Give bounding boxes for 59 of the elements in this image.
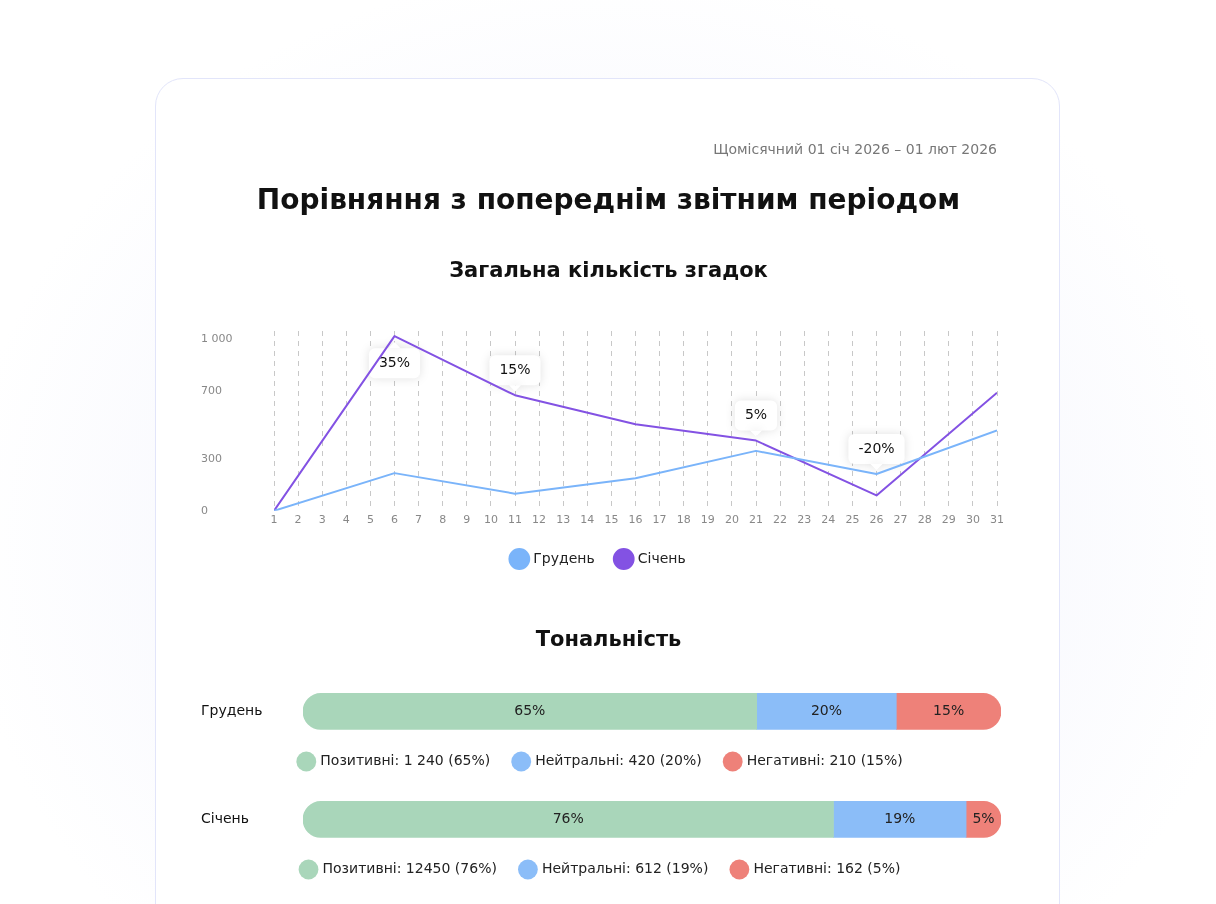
data-label: 19%: [884, 810, 916, 827]
x-tick-label: 12: [532, 513, 547, 527]
x-tick-label: 5: [366, 513, 374, 527]
data-label: 76%: [552, 810, 584, 827]
annotation: 35%: [378, 353, 411, 370]
x-tick-label: 8: [439, 513, 447, 527]
x-tick-label: 4: [342, 513, 350, 527]
x-tick-label: 24: [821, 513, 836, 527]
text: Щомісячний 01 січ 2026 – 01 лют 2026: [713, 141, 997, 157]
annotation: -20%: [858, 439, 895, 456]
data-label: 15%: [933, 702, 965, 719]
legend-label: Негативні: 210 (15%): [746, 752, 903, 769]
legend-label: Нейтральні: 612 (19%): [541, 860, 709, 877]
x-tick-label: 15: [604, 513, 619, 527]
data-label: 65%: [514, 702, 546, 719]
x-tick-label: 6: [391, 513, 398, 527]
text: Порівняння з попереднім звітним періодом: [255, 183, 962, 216]
x-tick-label: 1: [270, 513, 278, 527]
x-tick-label: 14: [580, 513, 595, 527]
x-tick-label: 7: [415, 513, 423, 527]
legend-label: Позитивні: 1 240 (65%): [320, 752, 491, 769]
x-tick-label: 21: [749, 513, 763, 527]
y-tick-label: 700: [201, 383, 222, 397]
legend-label: Позитивні: 12450 (76%): [322, 860, 497, 877]
x-tick-label: 16: [628, 513, 643, 527]
y-tick-label: 300: [201, 452, 222, 466]
x-tick-label: 13: [556, 513, 571, 527]
chart-title: Загальна кількість згадок: [448, 258, 769, 282]
legend-label: Нейтральні: 420 (20%): [535, 752, 702, 769]
x-tick-label: 27: [893, 513, 908, 527]
annotation: 5%: [744, 406, 768, 423]
y-tick-label: Грудень: [201, 702, 263, 719]
data-label: 5%: [972, 810, 995, 827]
x-tick-label: 2: [294, 513, 302, 527]
y-tick-label: 1 000: [201, 332, 233, 346]
x-tick-label: 3: [318, 513, 326, 527]
x-tick-label: 19: [700, 513, 715, 527]
x-tick-label: 9: [463, 513, 471, 527]
data-label: 20%: [810, 702, 843, 719]
legend-label: Січень: [637, 549, 686, 566]
chart-title: Тональність: [534, 627, 683, 651]
x-tick-label: 23: [797, 513, 812, 527]
annotation: 15%: [499, 360, 531, 377]
x-tick-label: 10: [483, 513, 498, 527]
x-tick-label: 26: [869, 513, 884, 527]
x-tick-label: 31: [990, 513, 1004, 527]
x-tick-label: 20: [724, 513, 739, 527]
x-tick-label: 17: [652, 513, 667, 527]
legend-label: Негативні: 162 (5%): [753, 860, 901, 877]
x-tick-label: 30: [965, 513, 980, 527]
x-tick-label: 18: [676, 513, 691, 527]
x-tick-label: 29: [941, 513, 956, 527]
x-tick-label: 11: [508, 513, 522, 527]
x-tick-label: 28: [917, 513, 932, 527]
x-tick-label: 25: [845, 513, 860, 527]
x-tick-label: 22: [773, 513, 788, 527]
y-tick-label: Січень: [201, 810, 249, 827]
y-tick-label: 0: [201, 503, 208, 517]
legend-label: Грудень: [533, 549, 595, 566]
